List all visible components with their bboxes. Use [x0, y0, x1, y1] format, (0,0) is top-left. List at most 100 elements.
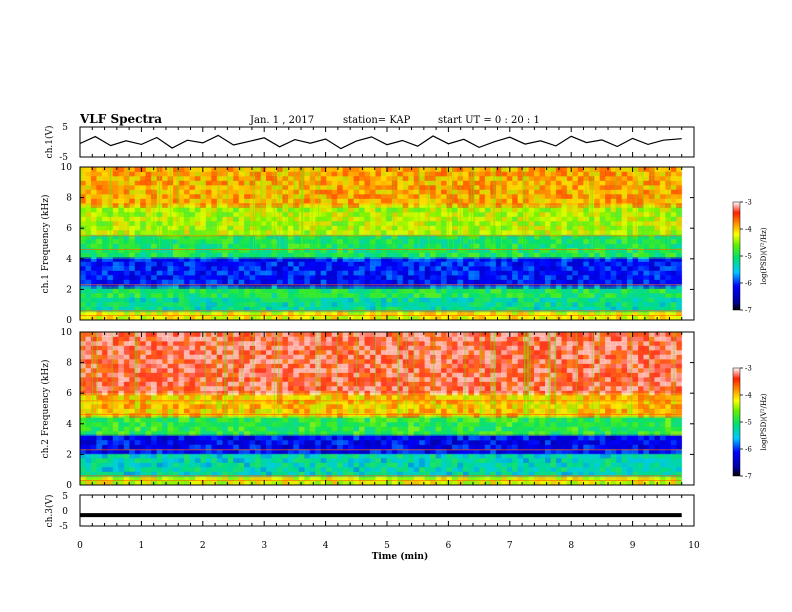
ch1-spec-cell — [211, 257, 218, 262]
ch1-spec-cell — [255, 180, 261, 186]
ch1-spec-cell — [555, 257, 562, 262]
ch1-spec-cell — [276, 306, 283, 312]
ch2-spec-cell — [162, 471, 168, 477]
ch1-spec-cell — [162, 288, 168, 294]
ch1-spec-cell — [205, 230, 212, 235]
ch1-spec-cell — [326, 266, 333, 271]
ch1-spec-cell — [621, 239, 628, 244]
ch1-spec-cell — [599, 216, 606, 222]
ch1-spec-cell — [238, 270, 245, 276]
ch1-spec-cell — [194, 284, 201, 289]
ch1-spec-cell — [216, 315, 223, 320]
ch1-spec-cell — [638, 207, 644, 213]
ch1-spec-cell — [430, 297, 436, 303]
ch1-spec-cell — [364, 275, 371, 280]
ch2-spec-cell — [140, 467, 147, 472]
ch1-spec-cell — [282, 252, 289, 258]
ch1-spec-cell — [364, 189, 371, 195]
ch1-spec-cell — [216, 306, 223, 312]
ch1-spec-cell — [112, 212, 119, 217]
ch1-spec-cell — [282, 203, 289, 208]
ch1-spec-cell — [599, 239, 606, 244]
ch1-spec-cell — [594, 234, 601, 240]
ch2-spec-cell — [189, 363, 196, 369]
ch1-spec-cell — [588, 171, 595, 177]
ch1-spec-cell — [462, 252, 469, 258]
ch1-spec-cell — [528, 302, 535, 307]
ch1-spec-cell — [588, 216, 595, 222]
ch1-spec-cell — [266, 293, 272, 298]
ch2-spec-cell — [140, 449, 147, 454]
ch1-spec-cell — [134, 239, 141, 244]
ch1-spec-cell — [380, 297, 387, 303]
ch1-spec-cell — [632, 257, 639, 262]
ch1-spec-cell — [271, 293, 278, 298]
ch1-spec-cell — [665, 297, 672, 303]
ch2-spec-cell — [151, 449, 157, 454]
ch1-spec-cell — [638, 306, 644, 312]
ch1-spec-streak — [459, 167, 461, 252]
ch1-spec-cell — [501, 194, 508, 199]
ch1-spec-cell — [189, 297, 196, 303]
ch2-spec-cell — [123, 462, 130, 468]
ch2-spec-cell — [189, 341, 196, 346]
ch2-spec-cell — [183, 440, 190, 445]
ch1-spec-cell — [566, 306, 573, 312]
ch1-spec-cell — [610, 297, 617, 303]
ch1-spec-cell — [495, 171, 502, 177]
ch1-spec-cell — [249, 207, 256, 213]
ch1-spec-cell — [359, 284, 365, 289]
ch1-spec-cell — [162, 306, 168, 312]
ch1-spec-cell — [151, 275, 157, 280]
ch2-spec-cell — [167, 395, 174, 400]
ch1-spec-cell — [643, 270, 650, 276]
ch2-spec-cell — [134, 453, 141, 459]
ch1-spec-cell — [670, 234, 677, 240]
ch1-spec-cell — [566, 297, 573, 303]
ch1-spec-cell — [266, 180, 272, 186]
ch1-spec-cell — [550, 302, 557, 307]
ch2-spec-cell — [200, 350, 207, 355]
ch2-spec-cell — [227, 480, 234, 485]
ch1-spec-cell — [501, 176, 508, 181]
ch1-spec-streak — [176, 167, 178, 252]
ch1-spec-cell — [178, 194, 185, 199]
ch1-spec-cell — [539, 252, 546, 258]
ch1-spec-cell — [249, 171, 256, 177]
ch1-spec-cell — [233, 203, 240, 208]
ch2-spec-cell — [162, 426, 168, 432]
ch2-spec-cell — [129, 480, 136, 485]
ch1-spec-cell — [594, 185, 601, 190]
ch2-spec-cell — [80, 386, 86, 391]
ch1-spec-cell — [331, 171, 338, 177]
ch2-spec-cell — [101, 444, 108, 450]
ch1-spec-cell — [216, 207, 223, 213]
ch1-spec-cell — [577, 225, 584, 231]
ch2-spec-cell — [205, 440, 212, 445]
ch2-spec-cell — [129, 422, 136, 427]
ch1-spec-cell — [654, 297, 661, 303]
ch1-spec-cell — [419, 248, 426, 253]
ch1-spec-cell — [233, 243, 240, 249]
ch1-spec-cell — [561, 176, 568, 181]
ch1-spec-cell — [659, 315, 666, 320]
ch1-spec-streak — [524, 167, 526, 252]
ch1-spec-cell — [588, 284, 595, 289]
ch1-spec-cell — [80, 284, 86, 289]
ch1-spec-cell — [643, 176, 650, 181]
ch2-spec-cell — [112, 444, 119, 450]
ch1-spec-cell — [479, 203, 486, 208]
ch1-spec-cell — [326, 270, 333, 276]
ch1-spec-cell — [101, 234, 108, 240]
ch2-spec-cell — [173, 453, 179, 459]
ch1-spec-cell — [282, 167, 289, 172]
ch1-spec-cell — [627, 275, 633, 280]
ch1-spec-cell — [419, 230, 426, 235]
ch1-spec-cell — [534, 234, 540, 240]
ch1-spec-cell — [517, 311, 524, 316]
ch2-spec-cell — [162, 345, 168, 351]
ch1-spec-cell — [616, 239, 622, 244]
ch2-spec-cell — [123, 453, 130, 459]
ch1-spec-cell — [424, 221, 431, 226]
ch1-spec-cell — [462, 198, 469, 204]
